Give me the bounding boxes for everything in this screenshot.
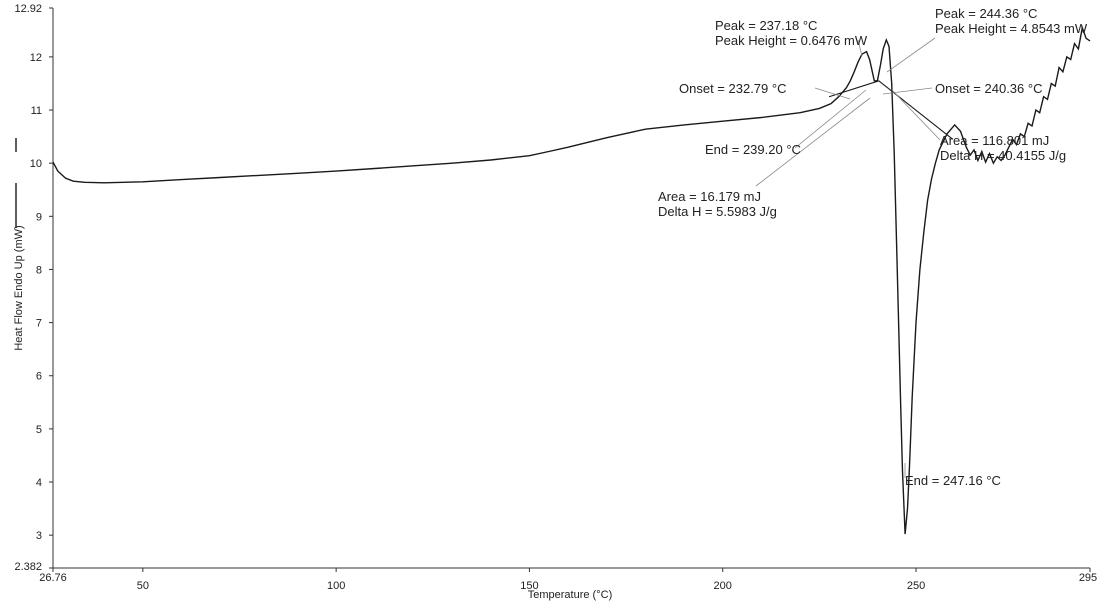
annotation-onset2: Onset = 240.36 °C — [935, 81, 1042, 96]
annotations: Peak = 237.18 °C Peak Height = 0.6476 mW… — [658, 6, 1088, 488]
y-tick-label: 12.92 — [14, 3, 42, 15]
y-tick-label: 6 — [36, 371, 42, 383]
y-tick-label: 10 — [30, 158, 42, 170]
x-tick-label: 295 — [1079, 572, 1097, 584]
annotation-deltah2: Delta H = 40.4155 J/g — [940, 148, 1066, 163]
y-tick-label: 2.382 — [14, 561, 42, 573]
leader-onset2 — [882, 87, 933, 95]
y-tick-label: 8 — [36, 264, 42, 276]
annotation-leader-lines — [755, 37, 941, 478]
peak-baseline-2 — [878, 80, 954, 140]
leader-end1 — [794, 89, 867, 149]
x-tick-label: 26.76 — [39, 572, 67, 584]
annotation-peak1: Peak = 237.18 °C — [715, 18, 817, 33]
leader-area1 — [755, 97, 871, 187]
y-axis-label: Heat Flow Endo Up (mW) — [13, 225, 25, 350]
leader-onset1 — [814, 87, 851, 100]
y-ticks: 2.382 3 4 5 6 7 8 9 10 11 12 12.92 — [14, 3, 53, 573]
x-tick-label: 50 — [137, 580, 149, 592]
annotation-onset1: Onset = 232.79 °C — [679, 81, 786, 96]
y-tick-label: 3 — [36, 530, 42, 542]
baselines — [828, 80, 954, 140]
x-tick-label: 200 — [714, 580, 732, 592]
annotation-end2: End = 247.16 °C — [905, 473, 1001, 488]
annotation-area1: Area = 16.179 mJ — [658, 189, 761, 204]
annotation-deltah1: Delta H = 5.5983 J/g — [658, 204, 777, 219]
heat-flow-curve — [52, 25, 1091, 535]
y-tick-label: 4 — [36, 477, 42, 489]
annotation-peak-height1: Peak Height = 0.6476 mW — [715, 33, 868, 48]
y-tick-label: 9 — [36, 211, 42, 223]
x-tick-label: 100 — [327, 580, 345, 592]
leader-peak2 — [886, 37, 936, 73]
annotation-peak2: Peak = 244.36 °C — [935, 6, 1037, 21]
y-tick-label: 7 — [36, 318, 42, 330]
x-ticks: 26.76 50 100 150 200 250 295 — [39, 568, 1097, 592]
leader-area2 — [891, 89, 941, 141]
annotation-peak-height2: Peak Height = 4.8543 mW — [935, 21, 1088, 36]
annotation-area2: Area = 116.801 mJ — [940, 133, 1049, 148]
y-tick-label: 11 — [31, 105, 42, 117]
x-axis-label: Temperature (°C) — [528, 589, 612, 601]
annotation-end1: End = 239.20 °C — [705, 142, 801, 157]
axes — [52, 8, 1090, 569]
leader-peak1 — [857, 39, 863, 57]
y-tick-label: 5 — [36, 424, 42, 436]
peak-baseline-1 — [828, 80, 880, 98]
y-tick-label: 12 — [30, 52, 42, 64]
x-tick-label: 250 — [907, 580, 925, 592]
x-tick-label: 150 — [520, 580, 538, 592]
